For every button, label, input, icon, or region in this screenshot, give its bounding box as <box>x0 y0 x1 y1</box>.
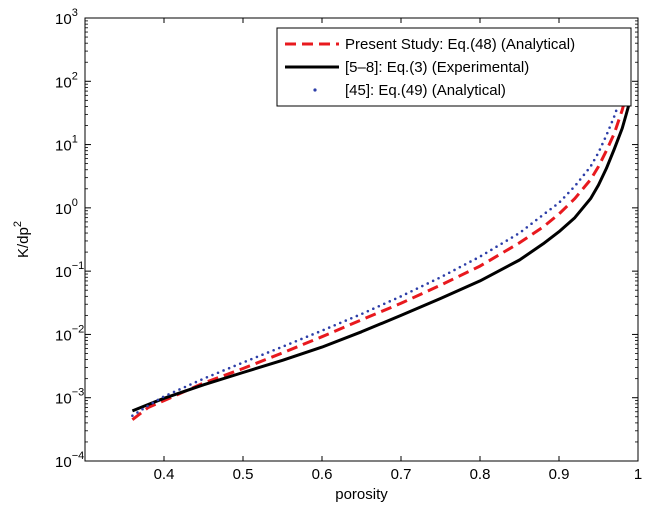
x-tick-label: 0.8 <box>470 466 491 483</box>
legend-items: Present Study: Eq.(48) (Analytical) [5–8]… <box>285 36 575 99</box>
plot-frame <box>84 17 639 462</box>
legend-label-3: [45]: Eq.(49) (Analytical) <box>345 82 506 99</box>
y-tick-label: 102 <box>55 70 78 91</box>
y-tick-label-base: 10 <box>55 264 72 281</box>
x-tick-label: 0.7 <box>391 466 412 483</box>
y-tick-label-exponent: 1 <box>72 134 78 146</box>
series-line-1 <box>131 83 632 421</box>
y-axis-title: K/dp2 <box>12 221 32 258</box>
y-tick-label-exponent: −3 <box>72 387 85 399</box>
y-tick-label-exponent: −1 <box>72 260 85 272</box>
y-tick-label-exponent: 3 <box>72 7 78 19</box>
y-tick-label-base: 10 <box>55 201 72 218</box>
x-tick-label: 0.5 <box>233 466 254 483</box>
y-tick-label: 10−1 <box>55 260 84 281</box>
x-tick-label: 1 <box>634 466 642 483</box>
y-tick-label: 10−4 <box>55 450 84 471</box>
y-tick-label-exponent: −4 <box>72 450 85 462</box>
x-tick-label: 0.4 <box>154 466 175 483</box>
series-line-2 <box>131 99 632 413</box>
y-tick-label-base: 10 <box>55 327 72 344</box>
legend: Present Study: Eq.(48) (Analytical) [5–8]… <box>276 27 632 107</box>
tick-layer <box>85 17 639 462</box>
legend-label-2: [5–8]: Eq.(3) (Experimental) <box>345 59 529 76</box>
y-tick-label-base: 10 <box>55 74 72 91</box>
y-tick-label: 100 <box>55 197 78 218</box>
y-axis-title-superscript: 2 <box>12 221 24 227</box>
x-tick-label: 0.6 <box>312 466 333 483</box>
legend-marker-3 <box>313 88 317 92</box>
series-layer <box>131 67 632 421</box>
y-tick-label: 103 <box>55 7 78 28</box>
y-tick-label-base: 10 <box>55 391 72 408</box>
y-axis-title-base: K/dp <box>15 227 32 258</box>
y-tick-label-exponent: 2 <box>72 70 78 82</box>
tick-label-layer: 0.4 0.5 0.6 0.7 0.8 0.9 110−410−310−210−110010… <box>55 7 642 483</box>
y-tick-label-base: 10 <box>55 138 72 155</box>
y-tick-label-base: 10 <box>55 11 72 28</box>
x-tick-label: 0.9 <box>549 466 570 483</box>
y-tick-label-exponent: −2 <box>72 323 85 335</box>
legend-label-1: Present Study: Eq.(48) (Analytical) <box>345 36 575 53</box>
y-tick-label-exponent: 0 <box>72 197 78 209</box>
series-line-3 <box>131 67 632 417</box>
y-tick-label: 10−3 <box>55 387 84 408</box>
x-axis-title: porosity <box>335 486 388 503</box>
y-tick-label: 101 <box>55 134 78 155</box>
y-tick-label: 10−2 <box>55 323 84 344</box>
y-tick-label-base: 10 <box>55 454 72 471</box>
